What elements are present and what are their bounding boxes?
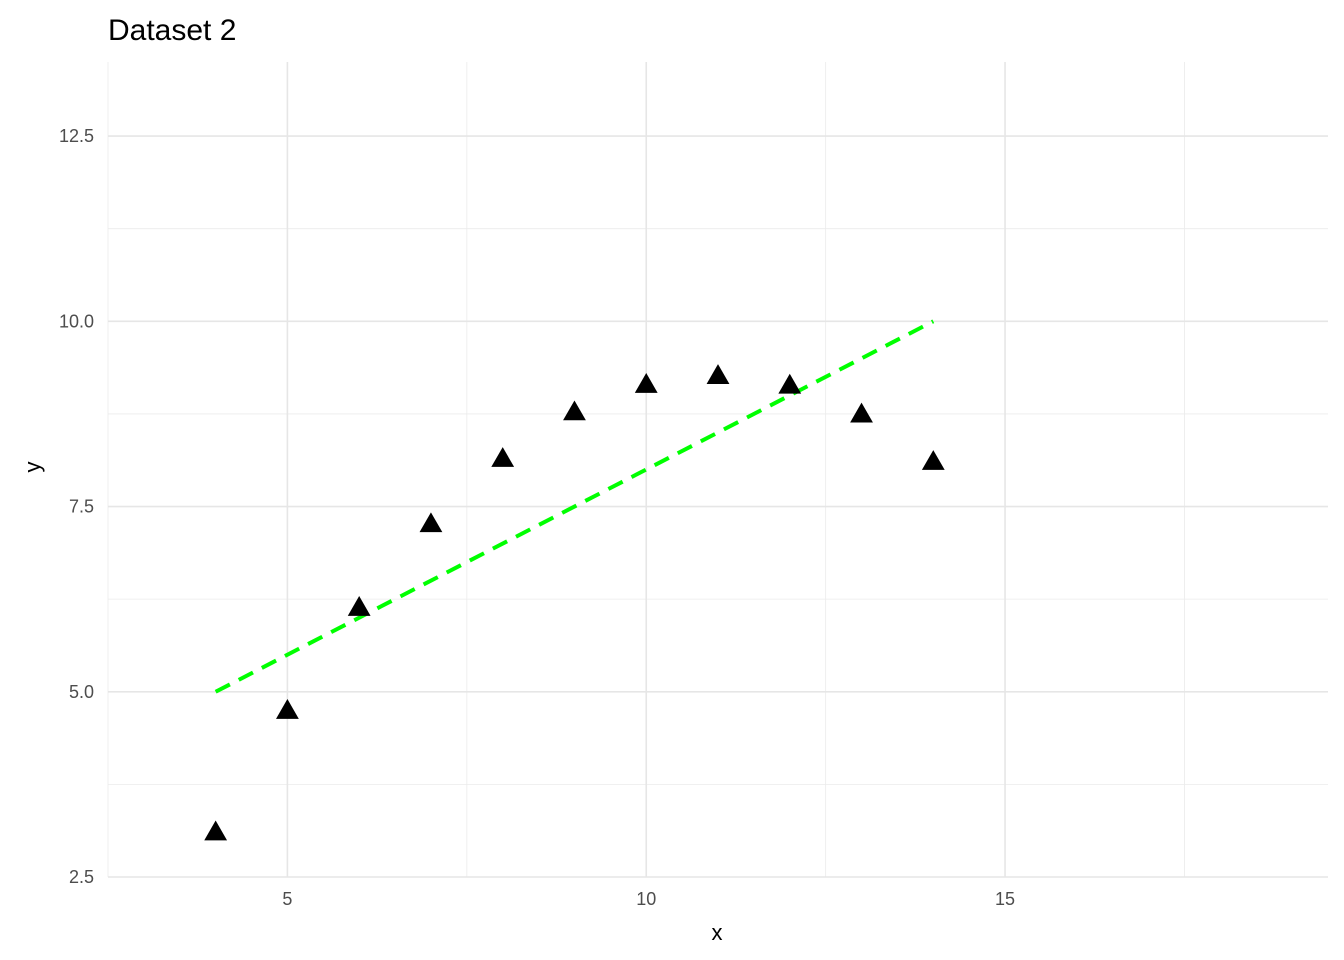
point-layer — [204, 364, 945, 841]
data-point — [347, 596, 371, 616]
fit-line-layer — [214, 319, 935, 694]
x-axis-title: x — [712, 920, 723, 945]
y-tick-label: 12.5 — [59, 126, 94, 146]
data-point — [563, 400, 586, 421]
y-tick-label: 10.0 — [59, 311, 94, 331]
chart-title: Dataset 2 — [108, 14, 236, 47]
x-tick-label: 5 — [282, 889, 292, 909]
data-point — [634, 373, 658, 393]
data-point — [204, 820, 228, 841]
data-point — [706, 364, 730, 384]
data-point — [921, 450, 945, 470]
y-tick-label: 5.0 — [69, 682, 94, 702]
tick-labels: 5 10 15 2.5 5.0 7.5 10.0 12.5 — [59, 126, 1015, 909]
y-tick-label: 7.5 — [69, 497, 94, 517]
data-point — [276, 699, 299, 719]
x-tick-label: 15 — [995, 889, 1015, 909]
fit-line — [214, 319, 935, 694]
grid — [107, 62, 1328, 878]
y-axis-title: y — [20, 462, 45, 473]
data-point — [491, 447, 515, 467]
data-point — [778, 373, 802, 394]
x-tick-label: 10 — [636, 889, 656, 909]
data-point — [850, 402, 873, 423]
data-point — [419, 512, 443, 533]
y-tick-label: 2.5 — [69, 867, 94, 887]
